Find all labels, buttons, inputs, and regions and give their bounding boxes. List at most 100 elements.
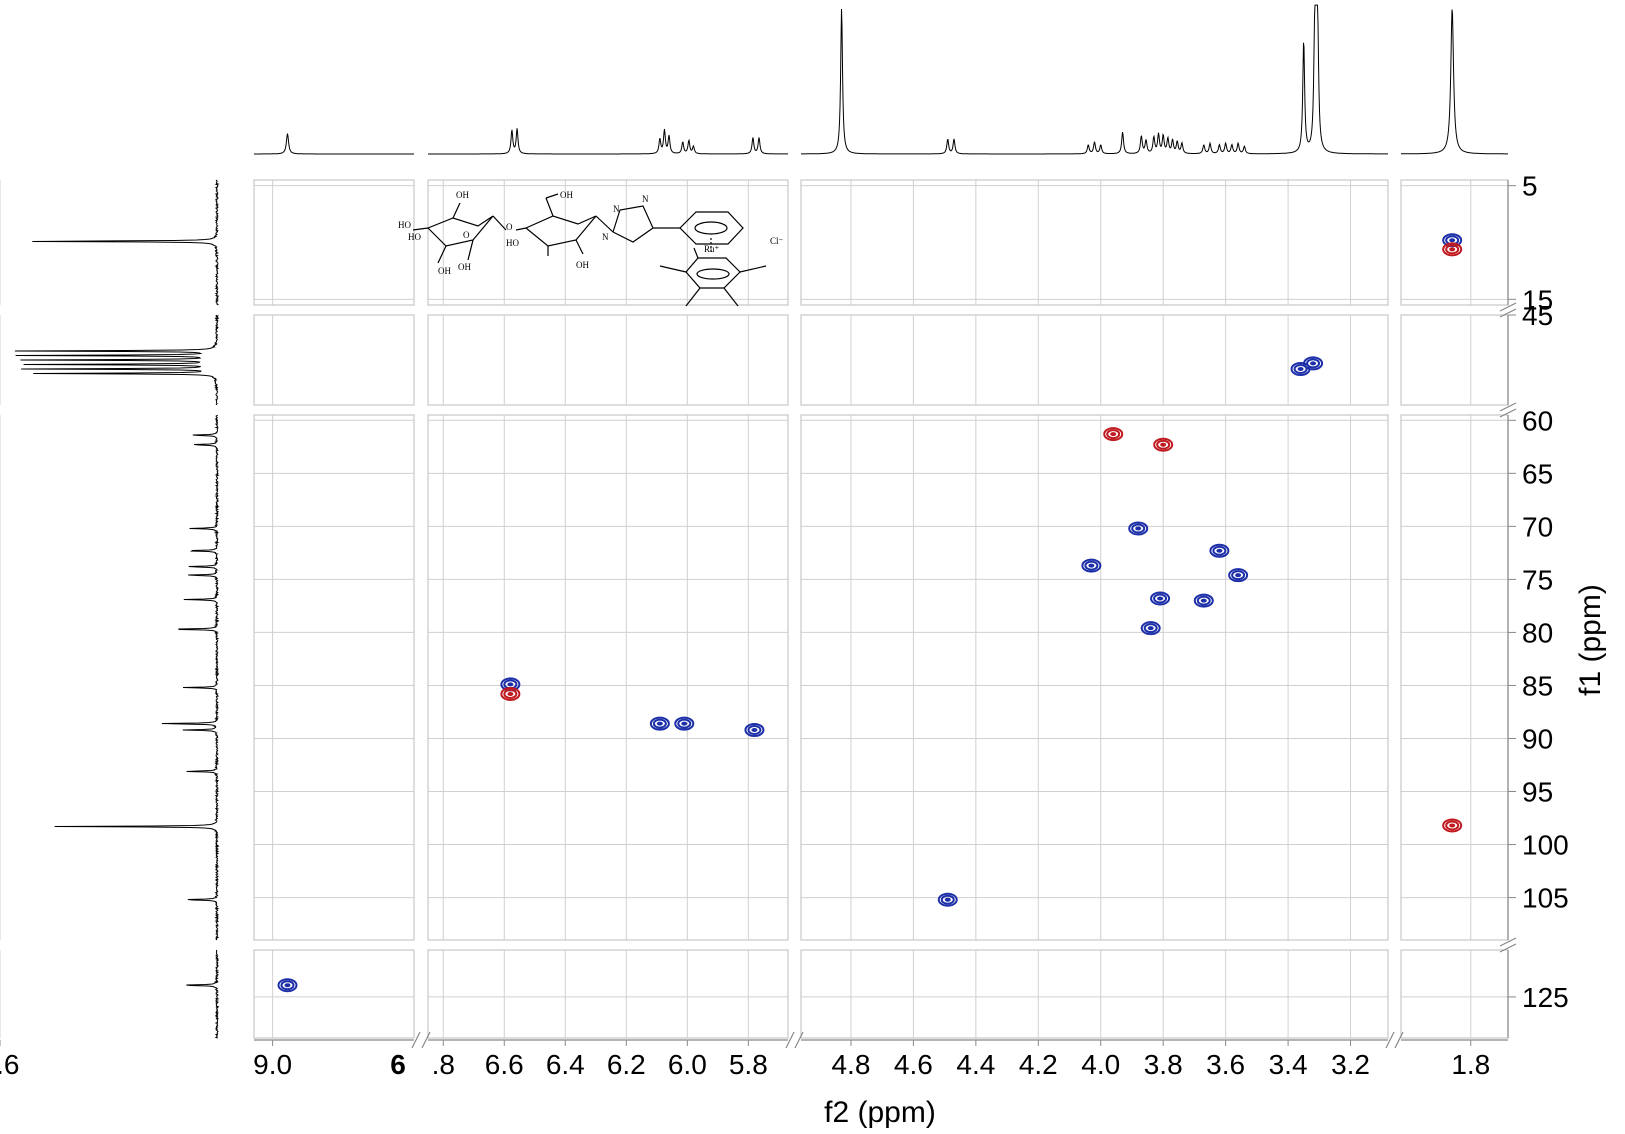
axis-breaks <box>411 302 1517 1049</box>
x-break-mark <box>411 1031 421 1049</box>
panel-frame <box>800 314 1389 406</box>
y-tick-label: 105 <box>1522 883 1569 914</box>
y-tick-label: 65 <box>1522 458 1553 489</box>
cross-peak <box>277 978 298 993</box>
cross-peak <box>1103 427 1124 442</box>
x-tick-label: 5.8 <box>729 1049 768 1080</box>
x-tick-label: 4.2 <box>1019 1049 1058 1080</box>
cross-peak <box>1442 818 1463 833</box>
x-break-mark <box>794 1031 804 1049</box>
x-tick-label: 3.2 <box>1331 1049 1370 1080</box>
y-tick-label: 90 <box>1522 723 1553 754</box>
x-tick-label: 4.4 <box>956 1049 995 1080</box>
x-tick-label: 4.8 <box>831 1049 870 1080</box>
y-tick-label: 95 <box>1522 777 1553 808</box>
x-tick-label: 6.6 <box>485 1049 524 1080</box>
panel-frame <box>253 314 415 406</box>
y-break-mark <box>1499 937 1517 947</box>
structure-label: HO <box>398 220 411 230</box>
c13-trace <box>32 179 220 306</box>
cross-peak <box>1150 591 1171 606</box>
panel-frame <box>253 179 415 306</box>
h1-trace <box>1401 9 1508 155</box>
cross-peak <box>1442 242 1463 257</box>
cross-peak <box>674 716 695 731</box>
y-tick-label: 70 <box>1522 511 1553 542</box>
structure-label: N <box>602 232 609 242</box>
frame-layer <box>253 179 1509 1041</box>
structure-label: OH <box>560 190 573 200</box>
cross-peaks <box>277 233 1463 993</box>
structure-label: OH <box>456 190 469 200</box>
h1-trace <box>801 4 1388 155</box>
cross-peak <box>1303 356 1324 371</box>
cross-peak <box>1140 621 1161 636</box>
cross-peak <box>500 686 521 701</box>
panel-frame <box>800 949 1389 1039</box>
x-break-mark <box>785 1031 795 1049</box>
h1-projection <box>254 4 1508 155</box>
y-tick-label: 85 <box>1522 670 1553 701</box>
structure-label: HO <box>506 238 519 248</box>
x-tick-label: 3.6 <box>1206 1049 1245 1080</box>
panel-frame <box>427 949 789 1039</box>
y-break-mark <box>1499 308 1517 318</box>
x-tick-label: 6.0 <box>668 1049 707 1080</box>
x-tick-label: 4.0 <box>1081 1049 1120 1080</box>
y-tick-label: 60 <box>1522 405 1553 436</box>
c13-trace <box>54 414 220 941</box>
x-tick-label: 6.2 <box>607 1049 646 1080</box>
panel-frame <box>253 949 415 1039</box>
tick-labels: 9.0 8.6 .8 6.6 6.4 6.2 6.0 5.8 4.8 4.6 4.4 4.2 4.0 3.… <box>0 171 1569 1080</box>
structure-label: OH <box>576 260 589 270</box>
y-tick-label: 100 <box>1522 830 1569 861</box>
cross-peak <box>649 716 670 731</box>
structure-label: O <box>463 230 470 240</box>
cross-peak <box>937 892 958 907</box>
structure-label: Ru⁺ <box>704 244 720 254</box>
x-tick-label: 4.6 <box>894 1049 933 1080</box>
x-tick-label: 3.8 <box>1144 1049 1183 1080</box>
c13-projection <box>14 179 220 1039</box>
structure-label: N <box>642 194 649 204</box>
x-tick-label: 6.4 <box>546 1049 585 1080</box>
y-tick-label: 45 <box>1522 300 1553 331</box>
x-break-mark <box>421 1031 431 1049</box>
x-tick-label: .8 <box>432 1049 455 1080</box>
panel-frame <box>800 179 1389 306</box>
panel-frame <box>427 179 789 306</box>
x-tick-label: 9.0 <box>253 1049 292 1080</box>
compound-label: 6 <box>390 1049 406 1080</box>
cross-peak <box>1128 521 1149 536</box>
y-tick-label: 80 <box>1522 617 1553 648</box>
y-axis-title: f1 (ppm) <box>1574 584 1607 696</box>
y-break-mark <box>1499 943 1517 953</box>
cross-peak <box>744 723 765 737</box>
panel-frame <box>427 314 789 406</box>
cross-peak <box>1153 437 1174 452</box>
panel-frame <box>800 414 1389 941</box>
cross-peak <box>1228 568 1249 583</box>
y-break-mark <box>1499 302 1517 312</box>
x-axis-title: f2 (ppm) <box>824 1096 936 1129</box>
cross-peak <box>1081 558 1102 573</box>
cross-peak <box>1209 543 1230 558</box>
chemical-structure: OH HO HO O O OH OH HO OH N N N Ru⁺ Cl⁻ O… <box>398 190 784 307</box>
x-break-mark <box>1394 1031 1404 1049</box>
structure-label: O <box>506 222 513 232</box>
h1-trace <box>428 128 789 155</box>
x-tick-label: 8.6 <box>0 1049 19 1080</box>
y-break-mark <box>1499 408 1517 418</box>
cross-peak <box>1193 593 1214 608</box>
panel-frame <box>253 414 415 941</box>
c13-trace <box>14 314 220 406</box>
x-break-mark <box>1385 1031 1395 1049</box>
y-tick-label: 75 <box>1522 564 1553 595</box>
structure-label: Cl⁻ <box>770 236 784 246</box>
c13-trace <box>186 949 220 1039</box>
x-tick-label: 3.4 <box>1269 1049 1308 1080</box>
y-tick-label: 15 <box>1522 284 1553 315</box>
structure-label: OH <box>458 262 471 272</box>
